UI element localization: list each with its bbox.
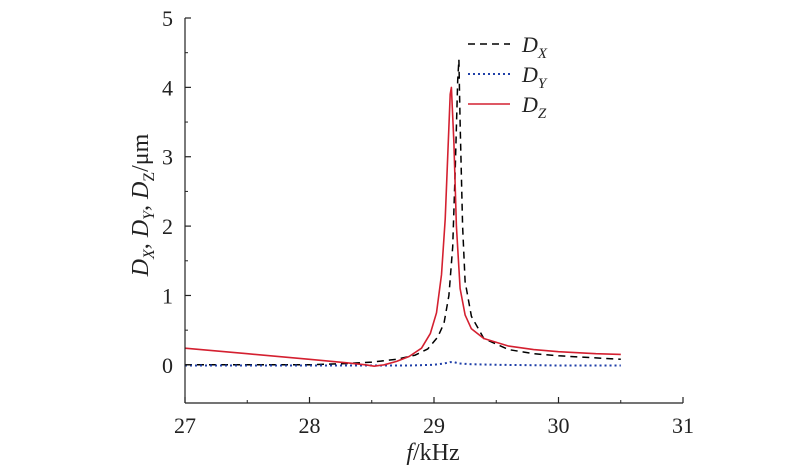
x-tick-label: 27 [174, 413, 196, 438]
x-axis-label-var: f [406, 440, 416, 466]
y-tick-label: 2 [162, 214, 173, 239]
y-tick-label: 1 [162, 283, 173, 308]
x-tick-label: 30 [548, 413, 570, 438]
axes: 27 28 29 30 31 0 1 2 3 4 5 [162, 6, 694, 438]
series-line-z [184, 86, 621, 368]
y-axis-label-group: DX, DY, DZ/μm [128, 133, 158, 277]
legend-label-x: DX [521, 32, 548, 62]
legend-label-y: DY [521, 62, 548, 92]
x-tick-label: 28 [299, 413, 321, 438]
x-axis-label: f/kHz [406, 440, 459, 466]
series-line-x [185, 58, 621, 366]
series-line-y [185, 361, 621, 367]
legend-label-z: DZ [521, 92, 547, 122]
x-tick-label: 29 [423, 413, 445, 438]
y-axis-label: DX, DY, DZ/μm [128, 133, 158, 277]
y-tick-label: 5 [162, 6, 173, 31]
x-axis-label-unit: /kHz [413, 440, 460, 466]
plot-area [184, 58, 621, 368]
y-tick-label: 0 [162, 353, 173, 378]
y-tick-label: 3 [162, 145, 173, 170]
x-tick-label: 31 [672, 413, 694, 438]
y-tick-label: 4 [162, 75, 173, 100]
